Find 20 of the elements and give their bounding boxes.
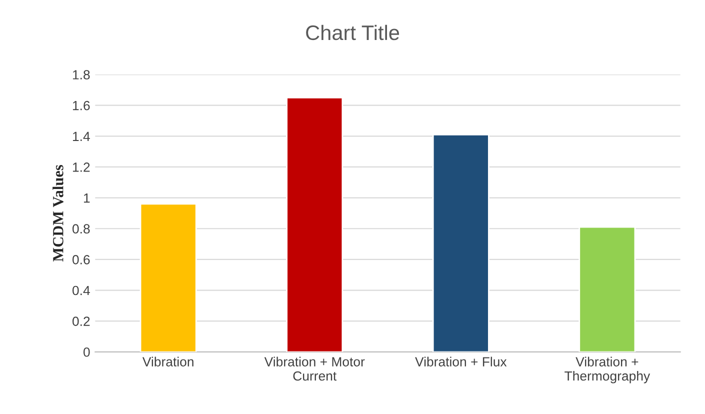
- x-tick-label: Vibration + Motor Current: [264, 356, 365, 381]
- y-tick-label: 1: [84, 194, 90, 203]
- y-axis-title: MCDM Values: [52, 164, 64, 262]
- bar: [286, 96, 344, 352]
- x-tick-label: Vibration: [142, 356, 194, 366]
- y-tick-label: 1.2: [72, 162, 90, 172]
- chart-title: Chart Title: [306, 24, 400, 40]
- y-tick-label: 0.6: [72, 255, 90, 264]
- y-tick-label: 0: [83, 347, 90, 357]
- bar: [578, 226, 636, 352]
- bar: [140, 203, 197, 352]
- y-tick-label: 1.6: [72, 100, 90, 110]
- y-tick-label: 1.4: [72, 132, 90, 141]
- y-tick-label: 0.8: [72, 224, 90, 234]
- y-tick-label: 0.2: [72, 316, 90, 326]
- bar: [432, 134, 490, 352]
- y-tick-label: 0.4: [72, 286, 90, 296]
- y-tick-label: 1.8: [72, 70, 90, 80]
- x-tick-label: Vibration + Thermography: [564, 356, 650, 384]
- x-tick-label: Vibration + Flux: [415, 356, 507, 366]
